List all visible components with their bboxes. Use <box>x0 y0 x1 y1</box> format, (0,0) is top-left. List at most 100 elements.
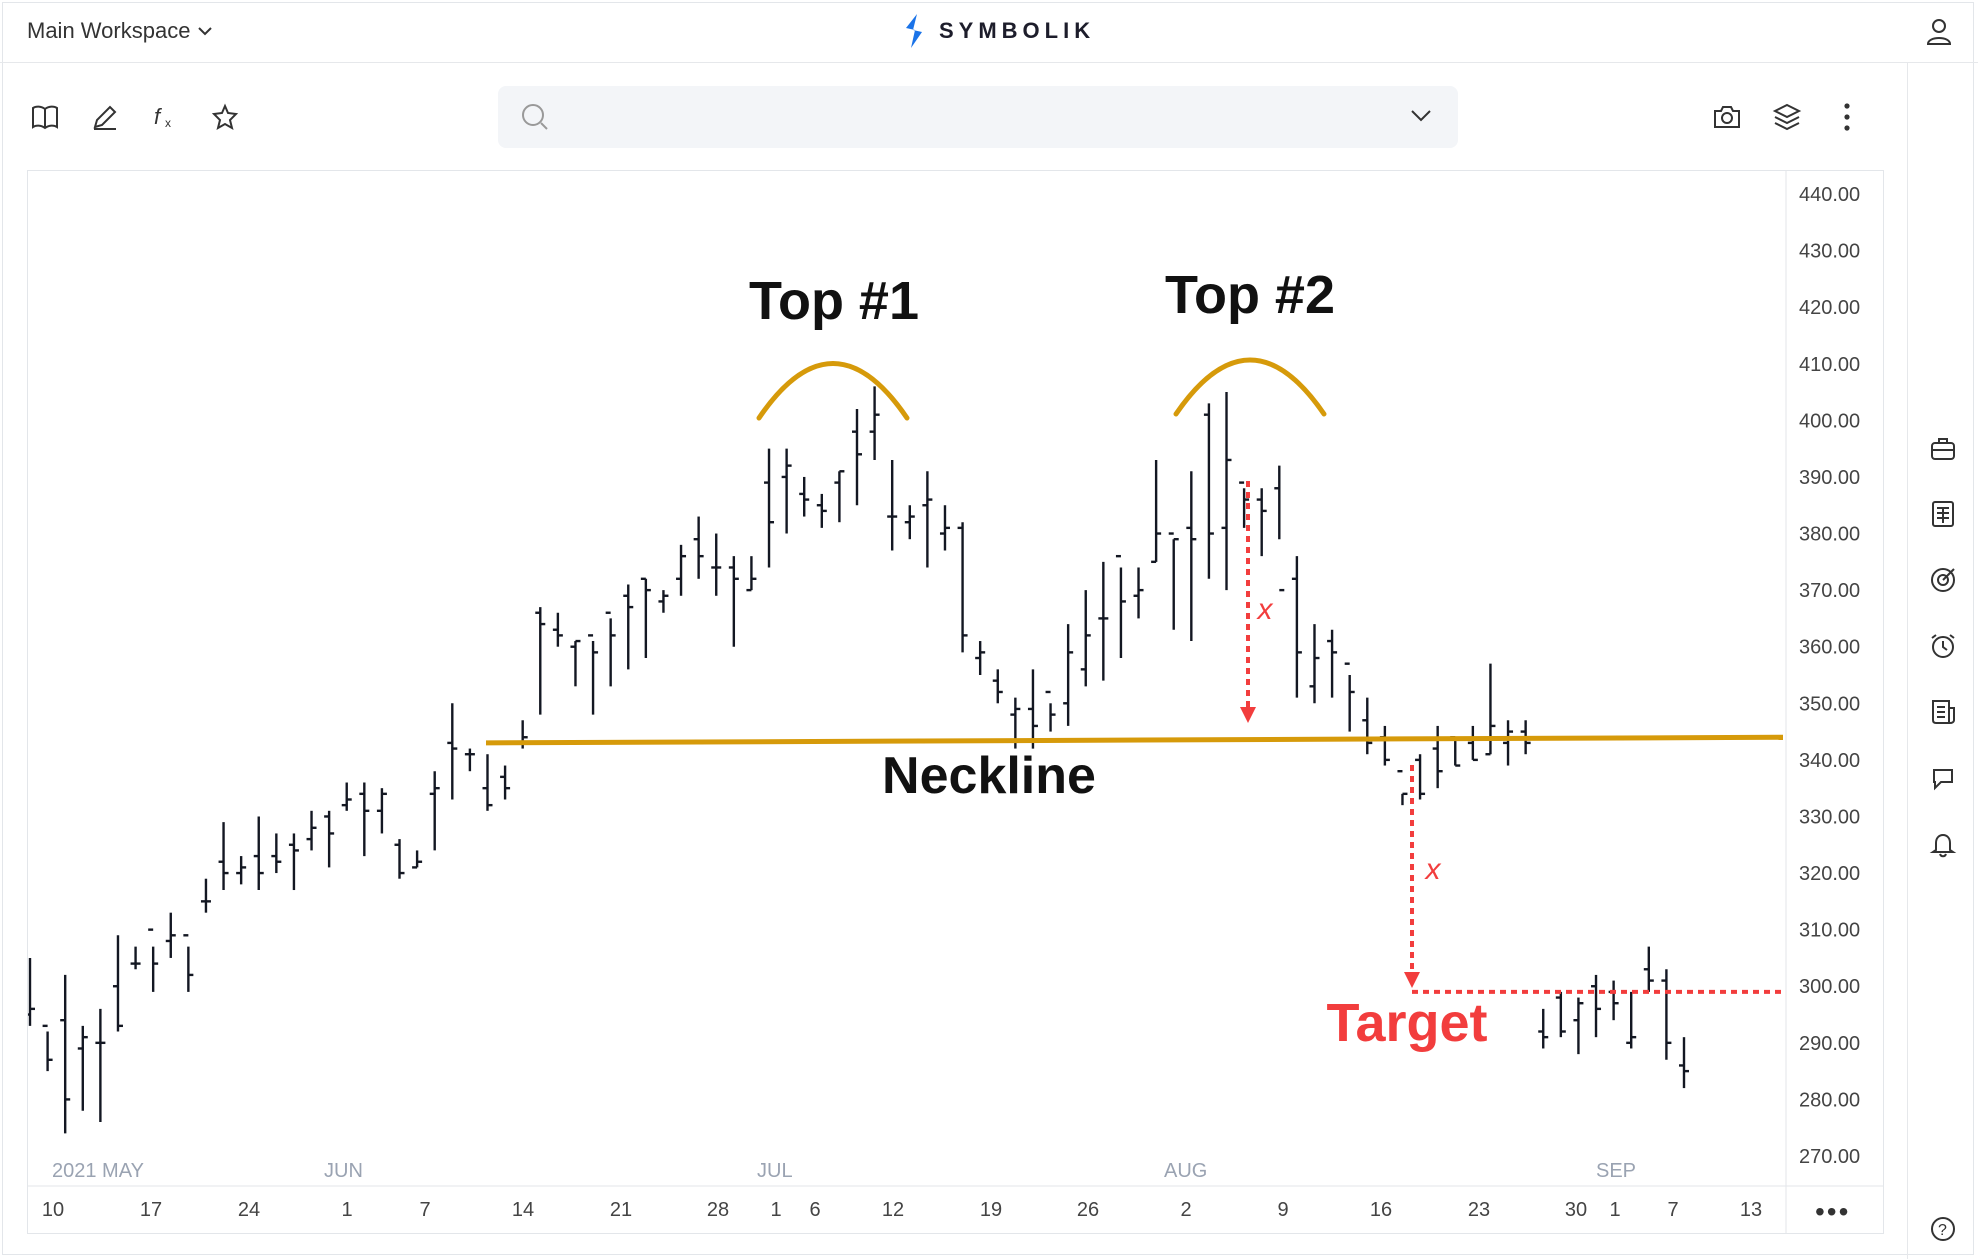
more-vertical-icon[interactable] <box>1830 100 1864 134</box>
neckline-label: Neckline <box>882 747 1096 805</box>
pencil-icon[interactable] <box>88 100 122 134</box>
price-axis-label: 390.00 <box>1799 467 1860 489</box>
ohlc-bar <box>623 584 634 670</box>
date-axis-label: 16 <box>1370 1199 1392 1221</box>
news-icon[interactable] <box>1926 695 1960 729</box>
search-icon <box>522 104 548 130</box>
symbol-search[interactable] <box>498 86 1458 148</box>
ohlc-bar <box>570 639 581 687</box>
ohlc-bar <box>1467 725 1478 762</box>
top1-arc <box>756 361 910 421</box>
date-axis-label: 14 <box>512 1199 534 1221</box>
ohlc-bar <box>1256 488 1267 557</box>
ohlc-bar <box>552 612 563 647</box>
price-chart[interactable]: 440.00 430.00 420.00 410.00 400.00 390.00 380.… <box>25 170 1884 1234</box>
ohlc-bar <box>1327 629 1338 698</box>
user-icon[interactable] <box>1924 16 1954 51</box>
star-icon[interactable] <box>208 100 242 134</box>
ohlc-bar <box>447 703 458 800</box>
chart-canvas[interactable]: 440.00 430.00 420.00 410.00 400.00 390.00 380.… <box>25 171 1883 1233</box>
ohlc-bar <box>1661 969 1672 1060</box>
ohlc-bar <box>1045 690 1056 732</box>
price-axis-label: 360.00 <box>1799 637 1860 659</box>
chevron-down-icon <box>198 27 213 36</box>
top-bar: Main Workspace SYMBOLIK <box>0 0 1978 63</box>
chevron-down-icon[interactable] <box>1410 108 1432 124</box>
date-axis-label: 13 <box>1740 1199 1762 1221</box>
ohlc-bar <box>324 810 335 868</box>
date-axis-label: 7 <box>1667 1199 1678 1221</box>
arrow-head-icon <box>1240 707 1256 723</box>
price-axis-label: 440.00 <box>1799 184 1860 206</box>
date-axis-label: 2 <box>1180 1199 1191 1221</box>
ohlc-bar <box>271 833 282 874</box>
ohlc-bar <box>1203 403 1214 579</box>
ohlc-bar <box>1555 991 1566 1038</box>
price-axis-label: 420.00 <box>1799 297 1860 319</box>
date-axis-label: 6 <box>809 1199 820 1221</box>
ohlc-bar <box>1503 720 1514 766</box>
workspace-label: Main Workspace <box>27 18 191 43</box>
neckline-line <box>485 734 1784 746</box>
ohlc-bar <box>764 448 775 568</box>
ohlc-bar <box>658 590 669 613</box>
price-axis-label: 310.00 <box>1799 920 1860 942</box>
camera-icon[interactable] <box>1710 100 1744 134</box>
briefcase-icon[interactable] <box>1926 432 1960 466</box>
more-horizontal-icon[interactable]: ••• <box>1815 1196 1851 1227</box>
bell-icon[interactable] <box>1926 827 1960 861</box>
date-axis-label: 17 <box>140 1199 162 1221</box>
target-icon[interactable] <box>1926 563 1960 597</box>
ohlc-bar <box>1309 624 1320 704</box>
ohlc-bar <box>25 957 35 1026</box>
ohlc-bar <box>922 471 933 568</box>
ohlc-bar <box>429 771 440 851</box>
ohlc-bar <box>711 533 722 596</box>
book-icon[interactable] <box>28 100 62 134</box>
ohlc-bar <box>1133 567 1144 619</box>
ohlc-bar <box>1450 736 1461 767</box>
date-axis-label: 12 <box>882 1199 904 1221</box>
price-axis-label: 410.00 <box>1799 354 1860 376</box>
arrow-head-icon <box>1404 972 1420 988</box>
ohlc-bar <box>77 1025 88 1111</box>
top2-label: Top #2 <box>1165 265 1335 325</box>
ohlc-bar <box>1168 532 1179 630</box>
price-axis-label: 350.00 <box>1799 693 1860 715</box>
ohlc-bar <box>1591 974 1602 1038</box>
ohlc-bar <box>1080 590 1091 687</box>
ohlc-bar <box>1379 725 1390 766</box>
ohlc-bar <box>359 782 370 857</box>
month-axis-label: SEP <box>1596 1160 1636 1182</box>
ohlc-bar <box>869 386 880 460</box>
ohlc-bar <box>1679 1037 1689 1089</box>
ohlc-bar <box>500 765 511 800</box>
ohlc-bar <box>1221 392 1232 591</box>
layers-icon[interactable] <box>1770 100 1804 134</box>
workspace-selector[interactable]: Main Workspace <box>27 18 213 44</box>
month-axis-label: 2021 MAY <box>52 1160 144 1182</box>
ohlc-bar <box>376 788 387 834</box>
month-axis-label: JUL <box>757 1160 793 1182</box>
alarm-clock-icon[interactable] <box>1926 629 1960 663</box>
date-axis-label: 21 <box>610 1199 632 1221</box>
ohlc-bar <box>200 878 211 913</box>
chat-icon[interactable] <box>1926 761 1960 795</box>
ohlc-bar <box>218 822 229 891</box>
x-distance-label: x <box>1424 853 1442 886</box>
search-input[interactable] <box>562 100 1386 136</box>
calculator-icon[interactable] <box>1926 497 1960 531</box>
date-axis-label: 10 <box>42 1199 64 1221</box>
top2-arc <box>1173 357 1327 417</box>
price-axis-label: 380.00 <box>1799 524 1860 546</box>
ohlc-bar <box>1362 697 1373 755</box>
ohlc-bar <box>1239 481 1250 528</box>
month-axis-label: JUN <box>324 1160 363 1182</box>
help-icon[interactable]: ? <box>1926 1212 1960 1246</box>
ohlc-bar <box>904 505 915 540</box>
ohlc-bar <box>1098 561 1109 681</box>
date-axis-label: 9 <box>1277 1199 1288 1221</box>
price-axis-label: 320.00 <box>1799 863 1860 885</box>
